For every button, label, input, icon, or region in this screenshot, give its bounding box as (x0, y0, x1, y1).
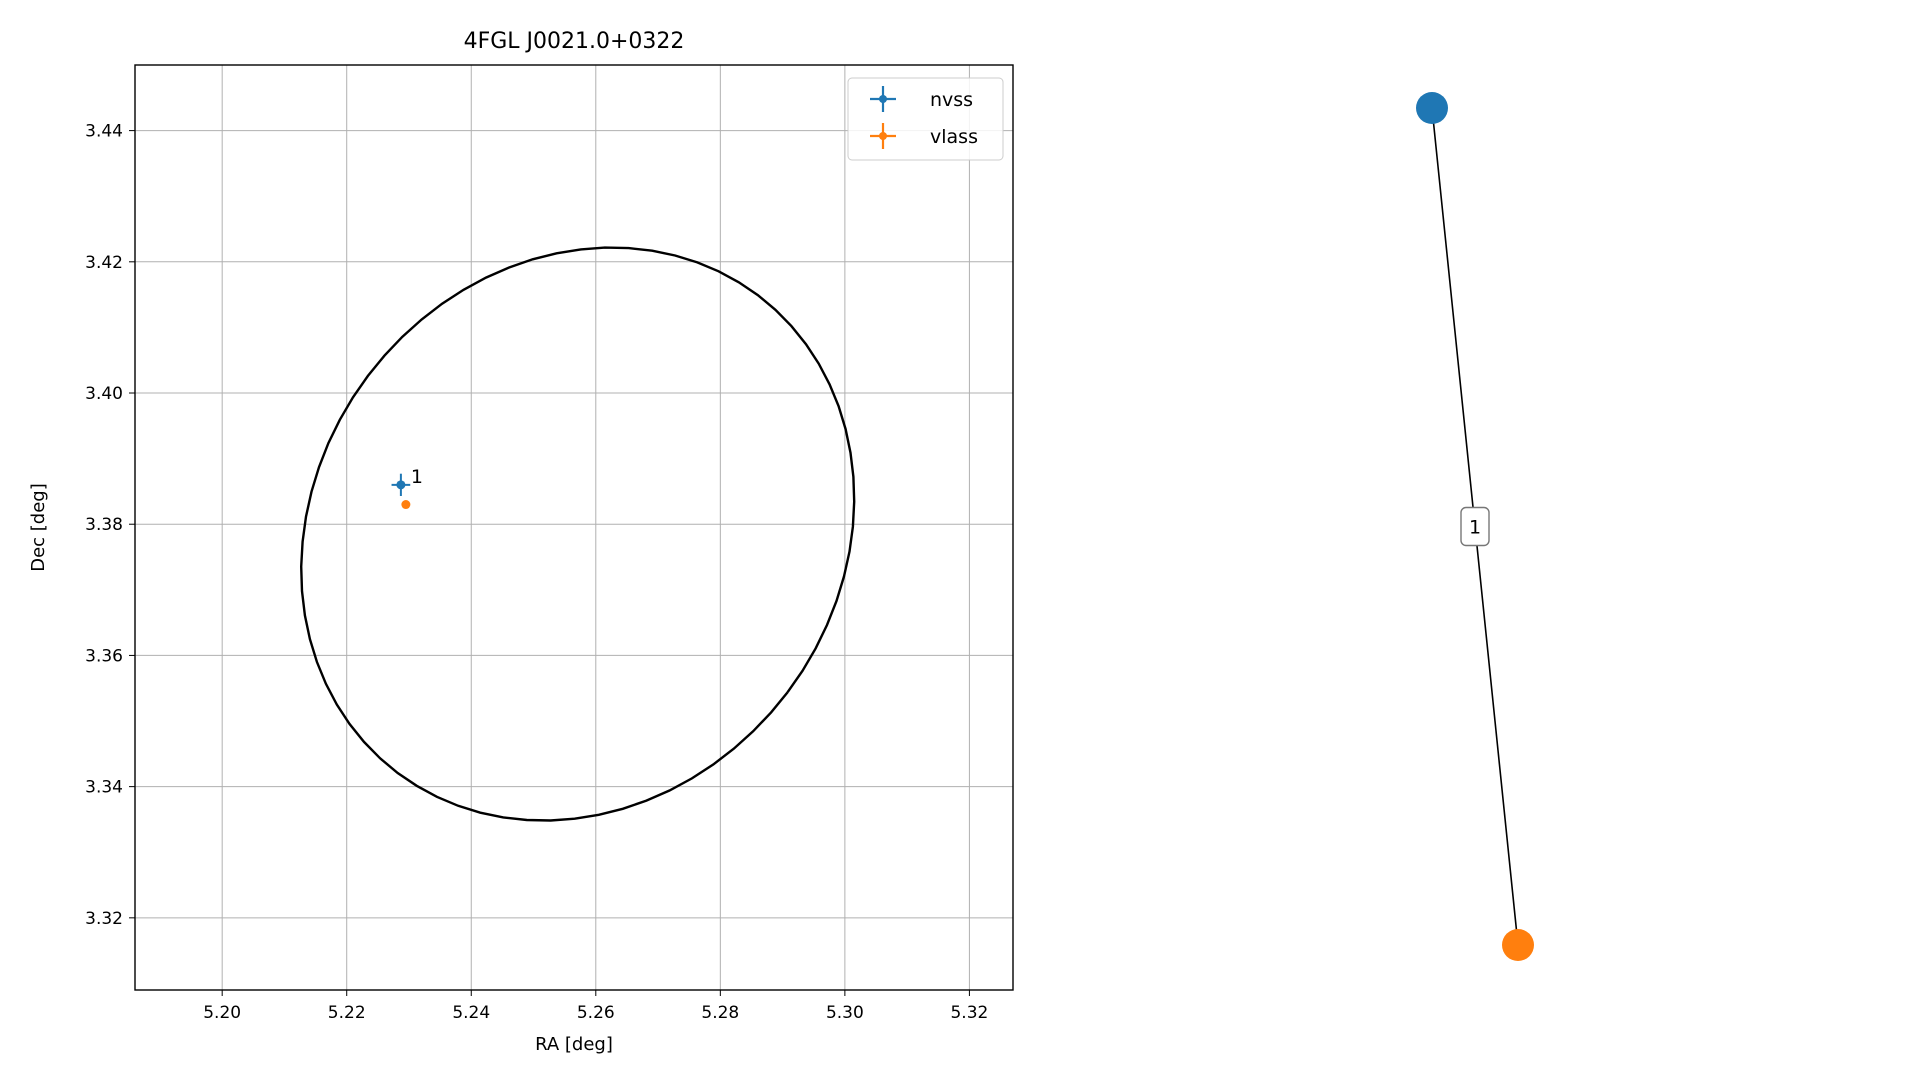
y-tick-label: 3.44 (85, 122, 123, 142)
x-axis-label: RA [deg] (535, 1034, 613, 1055)
x-tick-label: 5.28 (701, 1003, 739, 1023)
grid-lines (135, 65, 1013, 990)
graph-node-vlass (1502, 929, 1534, 961)
y-tick-label: 3.40 (85, 384, 123, 404)
x-tick-label: 5.26 (577, 1003, 615, 1023)
y-tick-label: 3.36 (85, 646, 123, 666)
legend-dot-vlass (879, 132, 887, 140)
error-ellipse (299, 246, 856, 822)
legend-label-nvss: nvss (930, 89, 973, 111)
y-tick-label: 3.34 (85, 778, 123, 798)
graph-node-nvss (1416, 92, 1448, 124)
x-tick-label: 5.22 (328, 1003, 366, 1023)
chart-title: 4FGL J0021.0+0322 (464, 29, 685, 54)
x-tick-label: 5.20 (203, 1003, 241, 1023)
legend-box (847, 77, 1004, 161)
y-tick-label: 3.32 (85, 909, 123, 929)
x-ticks: 5.20 5.22 5.24 5.26 5.28 5.30 5.32 (203, 990, 988, 1023)
y-tick-label: 3.38 (85, 515, 123, 535)
points-layer: 1 (391, 466, 423, 510)
y-ticks: 3.32 3.34 3.36 3.38 3.40 3.42 3.44 (85, 122, 135, 929)
legend: nvss vlass (847, 77, 1004, 161)
axes-frame (134, 64, 1014, 991)
edge-label-box (1460, 506, 1490, 547)
edge-label: 1 (1469, 517, 1481, 539)
ellipse-layer (299, 246, 856, 822)
x-tick-label: 5.30 (826, 1003, 864, 1023)
x-tick-label: 5.32 (950, 1003, 988, 1023)
x-tick-label: 5.24 (452, 1003, 490, 1023)
network-graph: 1 (1416, 92, 1534, 961)
nvss-point (396, 480, 406, 490)
y-tick-label: 3.42 (85, 253, 123, 273)
point-annotation: 1 (411, 466, 423, 488)
legend-label-vlass: vlass (930, 126, 978, 148)
vlass-point (401, 500, 411, 510)
legend-dot-nvss (879, 95, 887, 103)
sky-plot-axes: 1 5.20 5.22 5.24 5.26 5.28 5.30 5.32 3.323.343… (28, 29, 1014, 1055)
y-axis-label: Dec [deg] (28, 483, 49, 572)
